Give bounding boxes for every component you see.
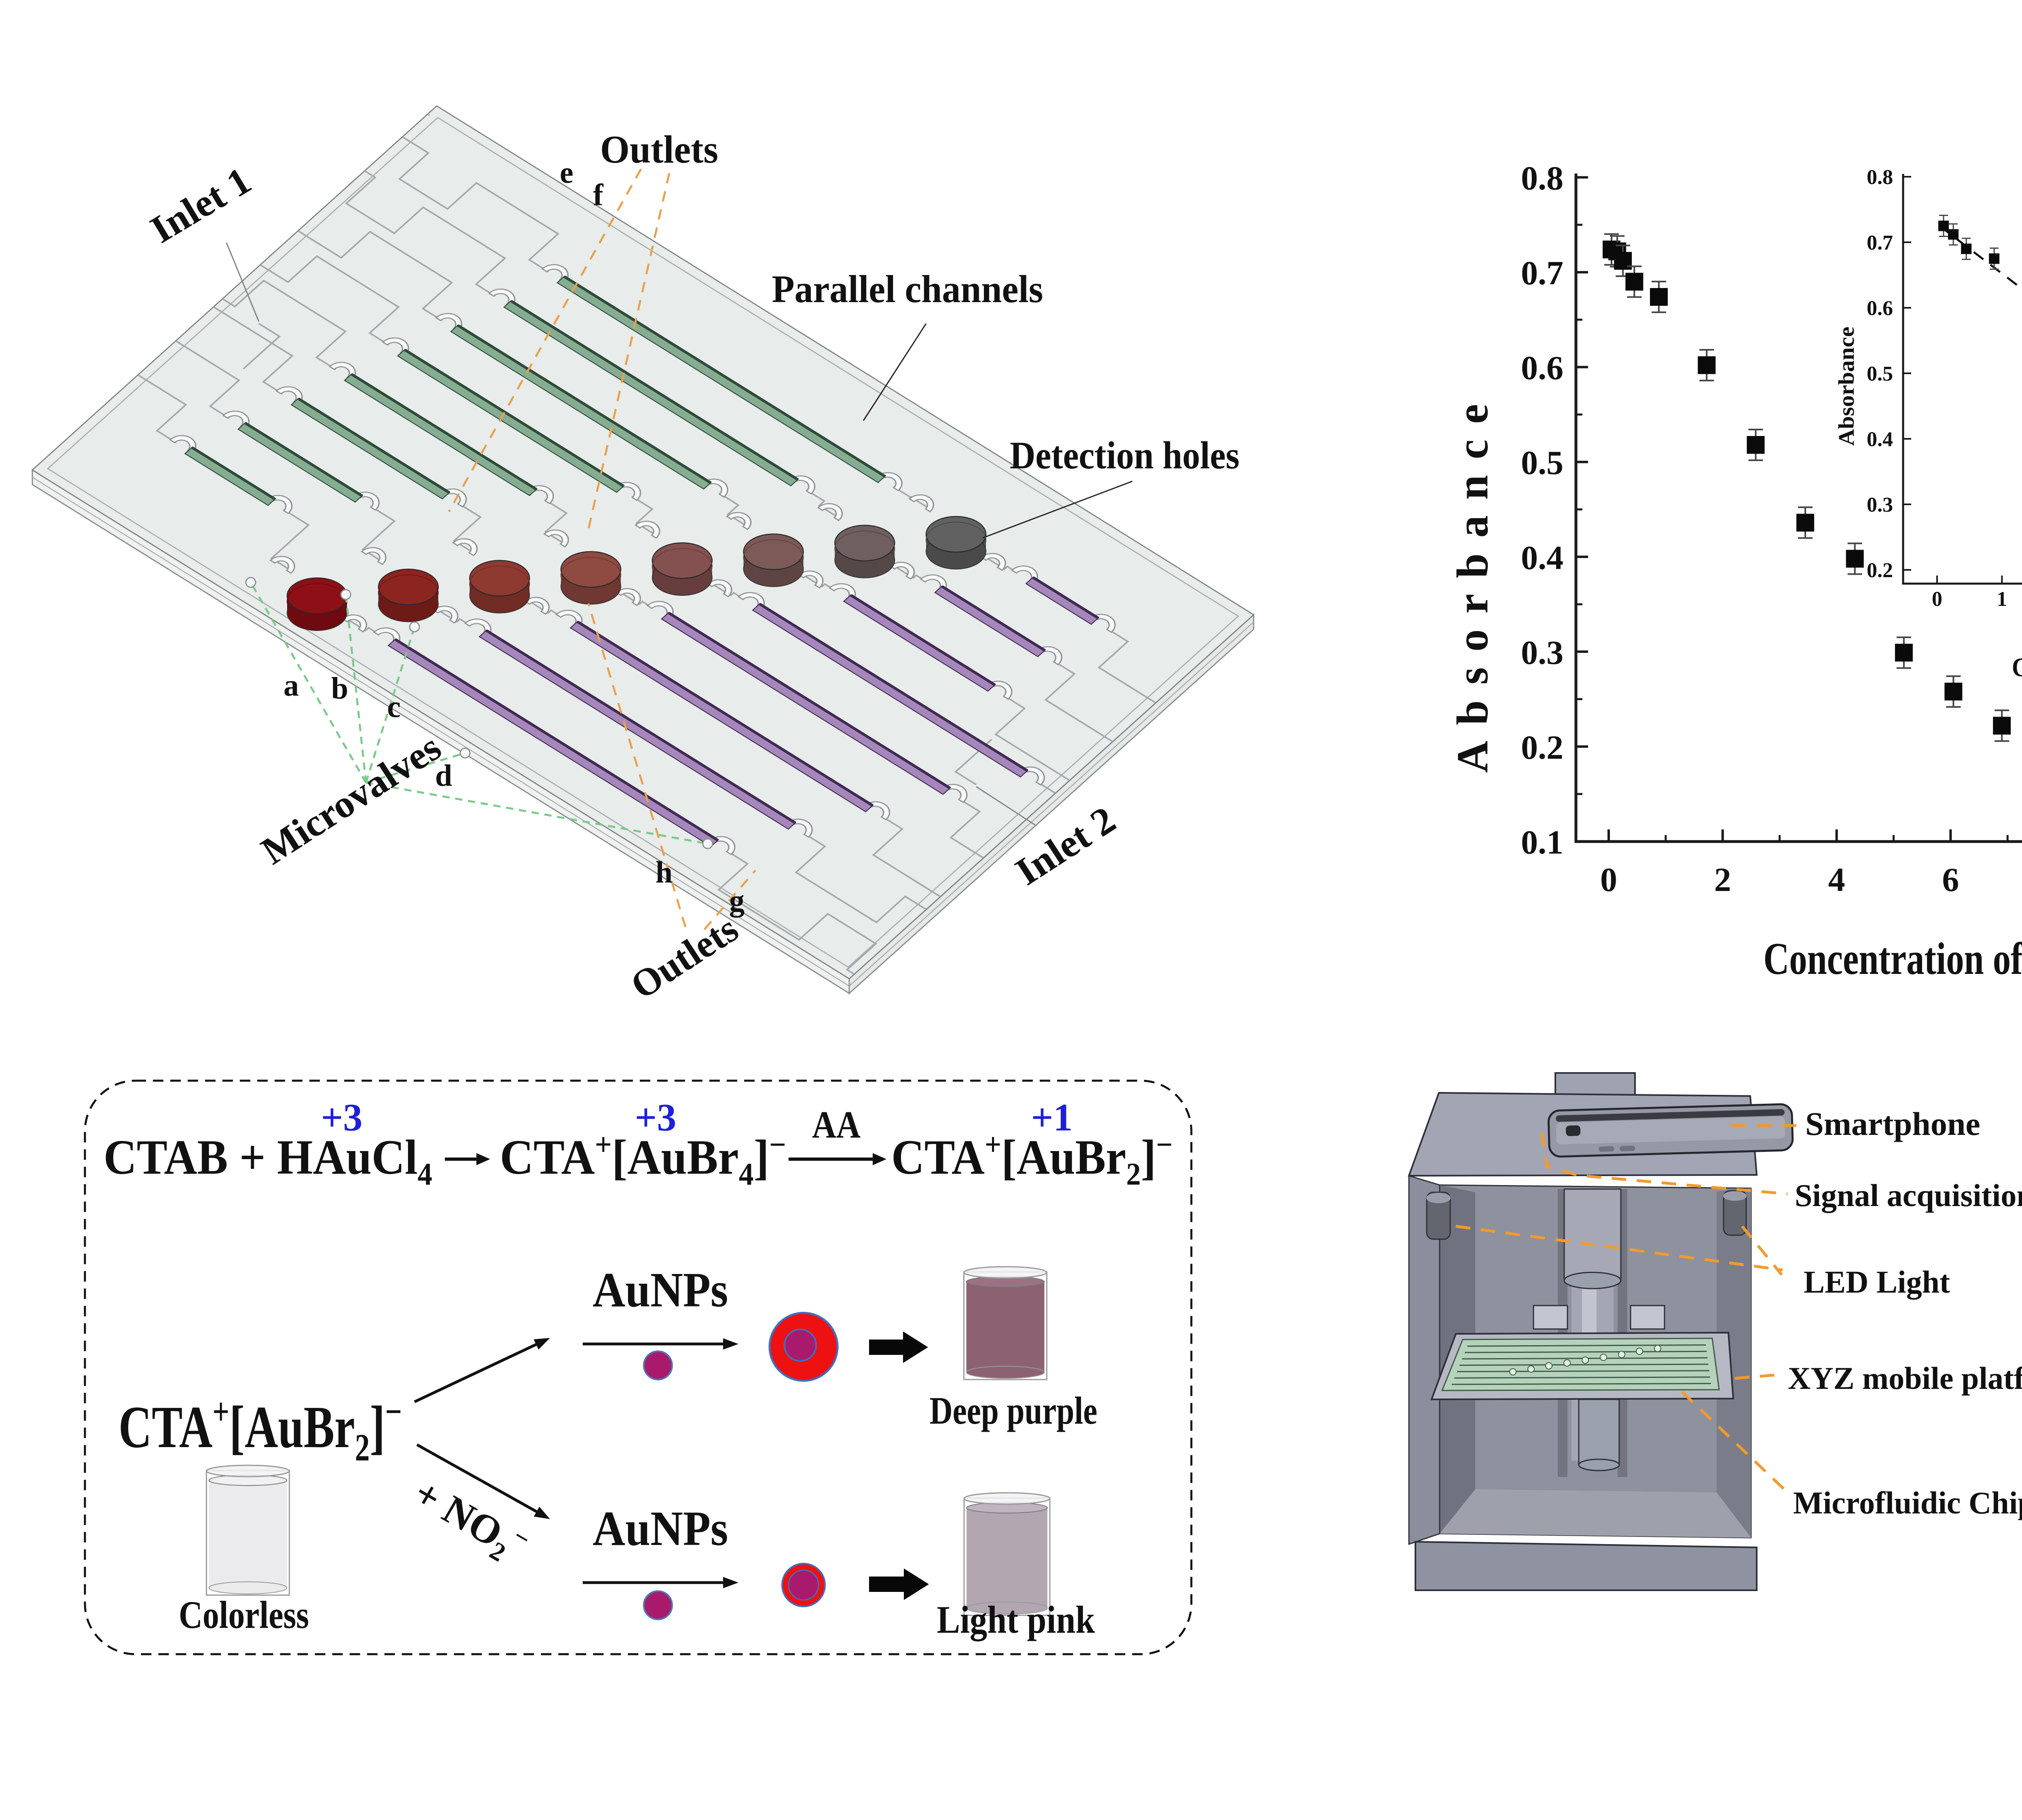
svg-text:1: 1 <box>1997 588 2007 611</box>
svg-text:0.6: 0.6 <box>1867 297 1893 320</box>
svg-text:h: h <box>656 855 673 889</box>
svg-text:LED Light: LED Light <box>1804 1264 1950 1299</box>
svg-text:Signal acquisition hole: Signal acquisition hole <box>1795 1178 2022 1213</box>
svg-text:Outlets: Outlets <box>600 128 718 171</box>
svg-text:0.5: 0.5 <box>1521 444 1563 482</box>
svg-text:AA: AA <box>812 1103 861 1146</box>
svg-text:0.2: 0.2 <box>1521 729 1563 766</box>
svg-text:CTAB + HAuCl4: CTAB + HAuCl4 <box>104 1130 432 1191</box>
svg-text:6: 6 <box>1942 861 1959 899</box>
svg-text:Microfluidic Chip: Microfluidic Chip <box>1793 1485 2022 1520</box>
svg-text:CTA+[AuBr2]−: CTA+[AuBr2]− <box>118 1390 402 1469</box>
svg-text:f: f <box>593 178 604 212</box>
svg-text:0: 0 <box>1600 861 1617 899</box>
svg-text:+3: +3 <box>635 1096 677 1139</box>
svg-text:b: b <box>331 671 348 705</box>
svg-text:Colorless: Colorless <box>179 1593 309 1636</box>
svg-text:0: 0 <box>1932 588 1942 611</box>
svg-text:0.3: 0.3 <box>1521 634 1563 671</box>
svg-text:Parallel channels: Parallel channels <box>772 267 1043 311</box>
svg-text:0.7: 0.7 <box>1867 231 1893 254</box>
svg-text:XYZ mobile platform: XYZ mobile platform <box>1788 1361 2022 1396</box>
svg-text:Concentration of NO2− (mg/L): Concentration of NO2− (mg/L) <box>2012 652 2022 686</box>
svg-text:+3: +3 <box>321 1096 363 1139</box>
svg-text:AuNPs: AuNPs <box>593 1501 728 1556</box>
svg-text:AuNPs: AuNPs <box>593 1263 728 1317</box>
svg-text:0.6: 0.6 <box>1521 349 1563 387</box>
svg-text:0.2: 0.2 <box>1867 559 1893 582</box>
svg-text:0.8: 0.8 <box>1867 166 1893 189</box>
svg-text:+1: +1 <box>1031 1096 1073 1139</box>
svg-text:0.8: 0.8 <box>1521 160 1563 197</box>
svg-text:0.4: 0.4 <box>1521 539 1563 577</box>
svg-text:g: g <box>729 884 745 918</box>
svg-text:c: c <box>387 690 401 724</box>
svg-text:2: 2 <box>1714 861 1731 899</box>
svg-text:0.5: 0.5 <box>1867 362 1893 385</box>
svg-text:Detection holes: Detection holes <box>1010 434 1239 477</box>
svg-text:e: e <box>560 156 573 190</box>
svg-text:CTA+[AuBr4]−: CTA+[AuBr4]− <box>500 1127 786 1191</box>
svg-text:d: d <box>435 759 452 793</box>
svg-text:Light pink: Light pink <box>937 1598 1096 1641</box>
svg-text:0.3: 0.3 <box>1867 493 1893 516</box>
svg-text:Smartphone: Smartphone <box>1805 1105 1980 1142</box>
svg-text:Deep purple: Deep purple <box>930 1389 1098 1432</box>
svg-text:0.1: 0.1 <box>1521 823 1563 861</box>
svg-text:0.7: 0.7 <box>1521 254 1563 292</box>
svg-text:a: a <box>283 669 299 703</box>
svg-text:Concentration of NO2− (mg/L): Concentration of NO2− (mg/L) <box>1764 931 2022 990</box>
svg-text:4: 4 <box>1828 861 1845 899</box>
svg-text:0.4: 0.4 <box>1867 428 1893 451</box>
svg-text:CTA+[AuBr2]−: CTA+[AuBr2]− <box>891 1127 1173 1191</box>
svg-text:Absorbance: Absorbance <box>1834 327 1859 446</box>
